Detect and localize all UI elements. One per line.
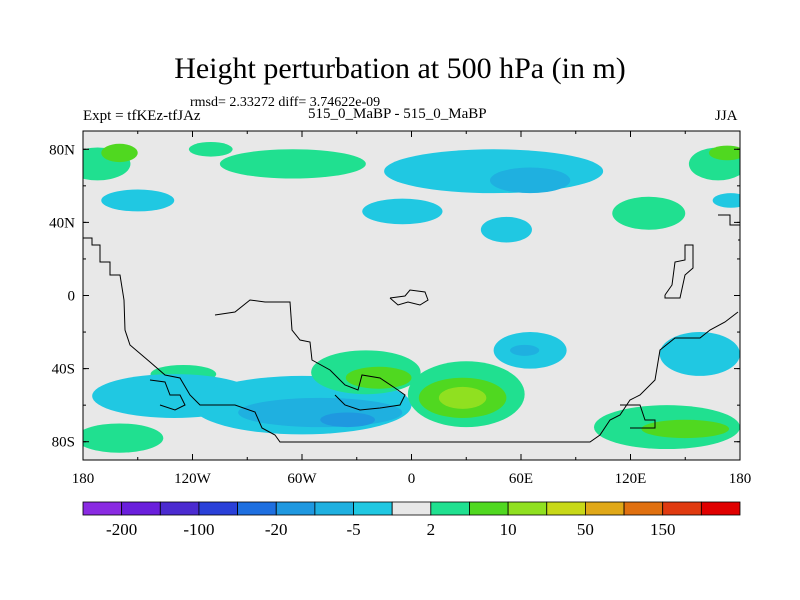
anomaly-region [219,149,366,179]
anomaly-region [188,141,233,157]
chart-title: Height perturbation at 500 hPa (in m) [174,52,626,85]
anomaly-region [489,167,571,194]
anomaly-region [101,143,138,163]
coastline-chile [149,379,186,411]
colorbar-swatch [623,501,664,516]
colorbar-swatch [198,501,238,516]
colorbar-label: 150 [650,520,676,539]
y-tick-label: 40N [49,215,75,231]
center-label: 515_0_MaBP - 515_0_MaBP [308,106,487,122]
colorbar-label: -20 [265,520,288,539]
colorbar-label: -5 [346,520,360,539]
y-tick-label: 40S [52,362,75,378]
anomaly-region [384,149,604,194]
coastline-americas [83,237,300,443]
anomaly-region [712,193,740,208]
colorbar-label: 2 [427,520,436,539]
colorbar-swatch [121,501,161,516]
y-tick-label: 80S [52,435,75,451]
colorbar-swatch [82,501,123,516]
colorbar-swatch [507,501,548,516]
colorbar-swatch [353,501,393,516]
anomaly-region [708,145,740,161]
coastline-antarctica [300,311,739,443]
x-tick-label: 60E [509,471,533,487]
anomaly-region [362,198,443,225]
x-tick-label: 120E [615,471,647,487]
colorbar-label: 10 [500,520,517,539]
anomaly-region [612,196,686,230]
anomaly-region [83,423,164,453]
coastline-europe [389,289,429,306]
stats-label: rmsd= 2.33272 diff= 3.74622e-09 [190,95,381,110]
colorbar-swatch [585,501,625,516]
x-tick-label: 120W [174,471,212,487]
x-tick-label: 60W [287,471,317,487]
anomaly-region [659,332,740,376]
y-tick-label: 80N [49,142,75,158]
colorbar-swatch [662,501,702,516]
x-tick-label: 180 [729,471,752,487]
colorbar-swatch [237,501,277,516]
anomaly-region [320,412,375,428]
colorbar-label: 50 [577,520,594,539]
colorbar-swatch [430,501,470,516]
y-tick-label: 0 [68,289,76,305]
colorbar-swatch [391,501,432,516]
colorbar-swatch [700,501,741,516]
anomaly-region [101,189,175,212]
axis-ticks: 180 120W 60W 0 60E 120E 180 80N 40N 0 40S 80S [49,131,751,487]
x-tick-label: 0 [408,471,416,487]
anomaly-region [641,419,730,439]
anomaly-region [480,216,532,243]
anomaly-region [438,386,487,409]
colorbar-swatch [159,501,200,516]
coastline-africa [214,299,406,411]
right-label: JJA [715,108,738,124]
colorbar-swatch [546,501,586,516]
colorbar-swatch [275,501,316,516]
colorbar-swatch [469,501,509,516]
colorbar-swatch [314,501,354,516]
left-label: Expt = tfKEz-tfJAz [83,108,201,124]
anomaly-region [510,344,540,356]
colorbar-label: -100 [183,520,214,539]
coastline-asia-east [664,244,694,299]
colorbar: -200 -100 -20 -5 2 10 50 150 [82,501,741,539]
anomaly-region [238,397,403,428]
coastline-pacific-islands [620,404,656,429]
x-tick-label: 180 [72,471,95,487]
colorbar-label: -200 [106,520,137,539]
